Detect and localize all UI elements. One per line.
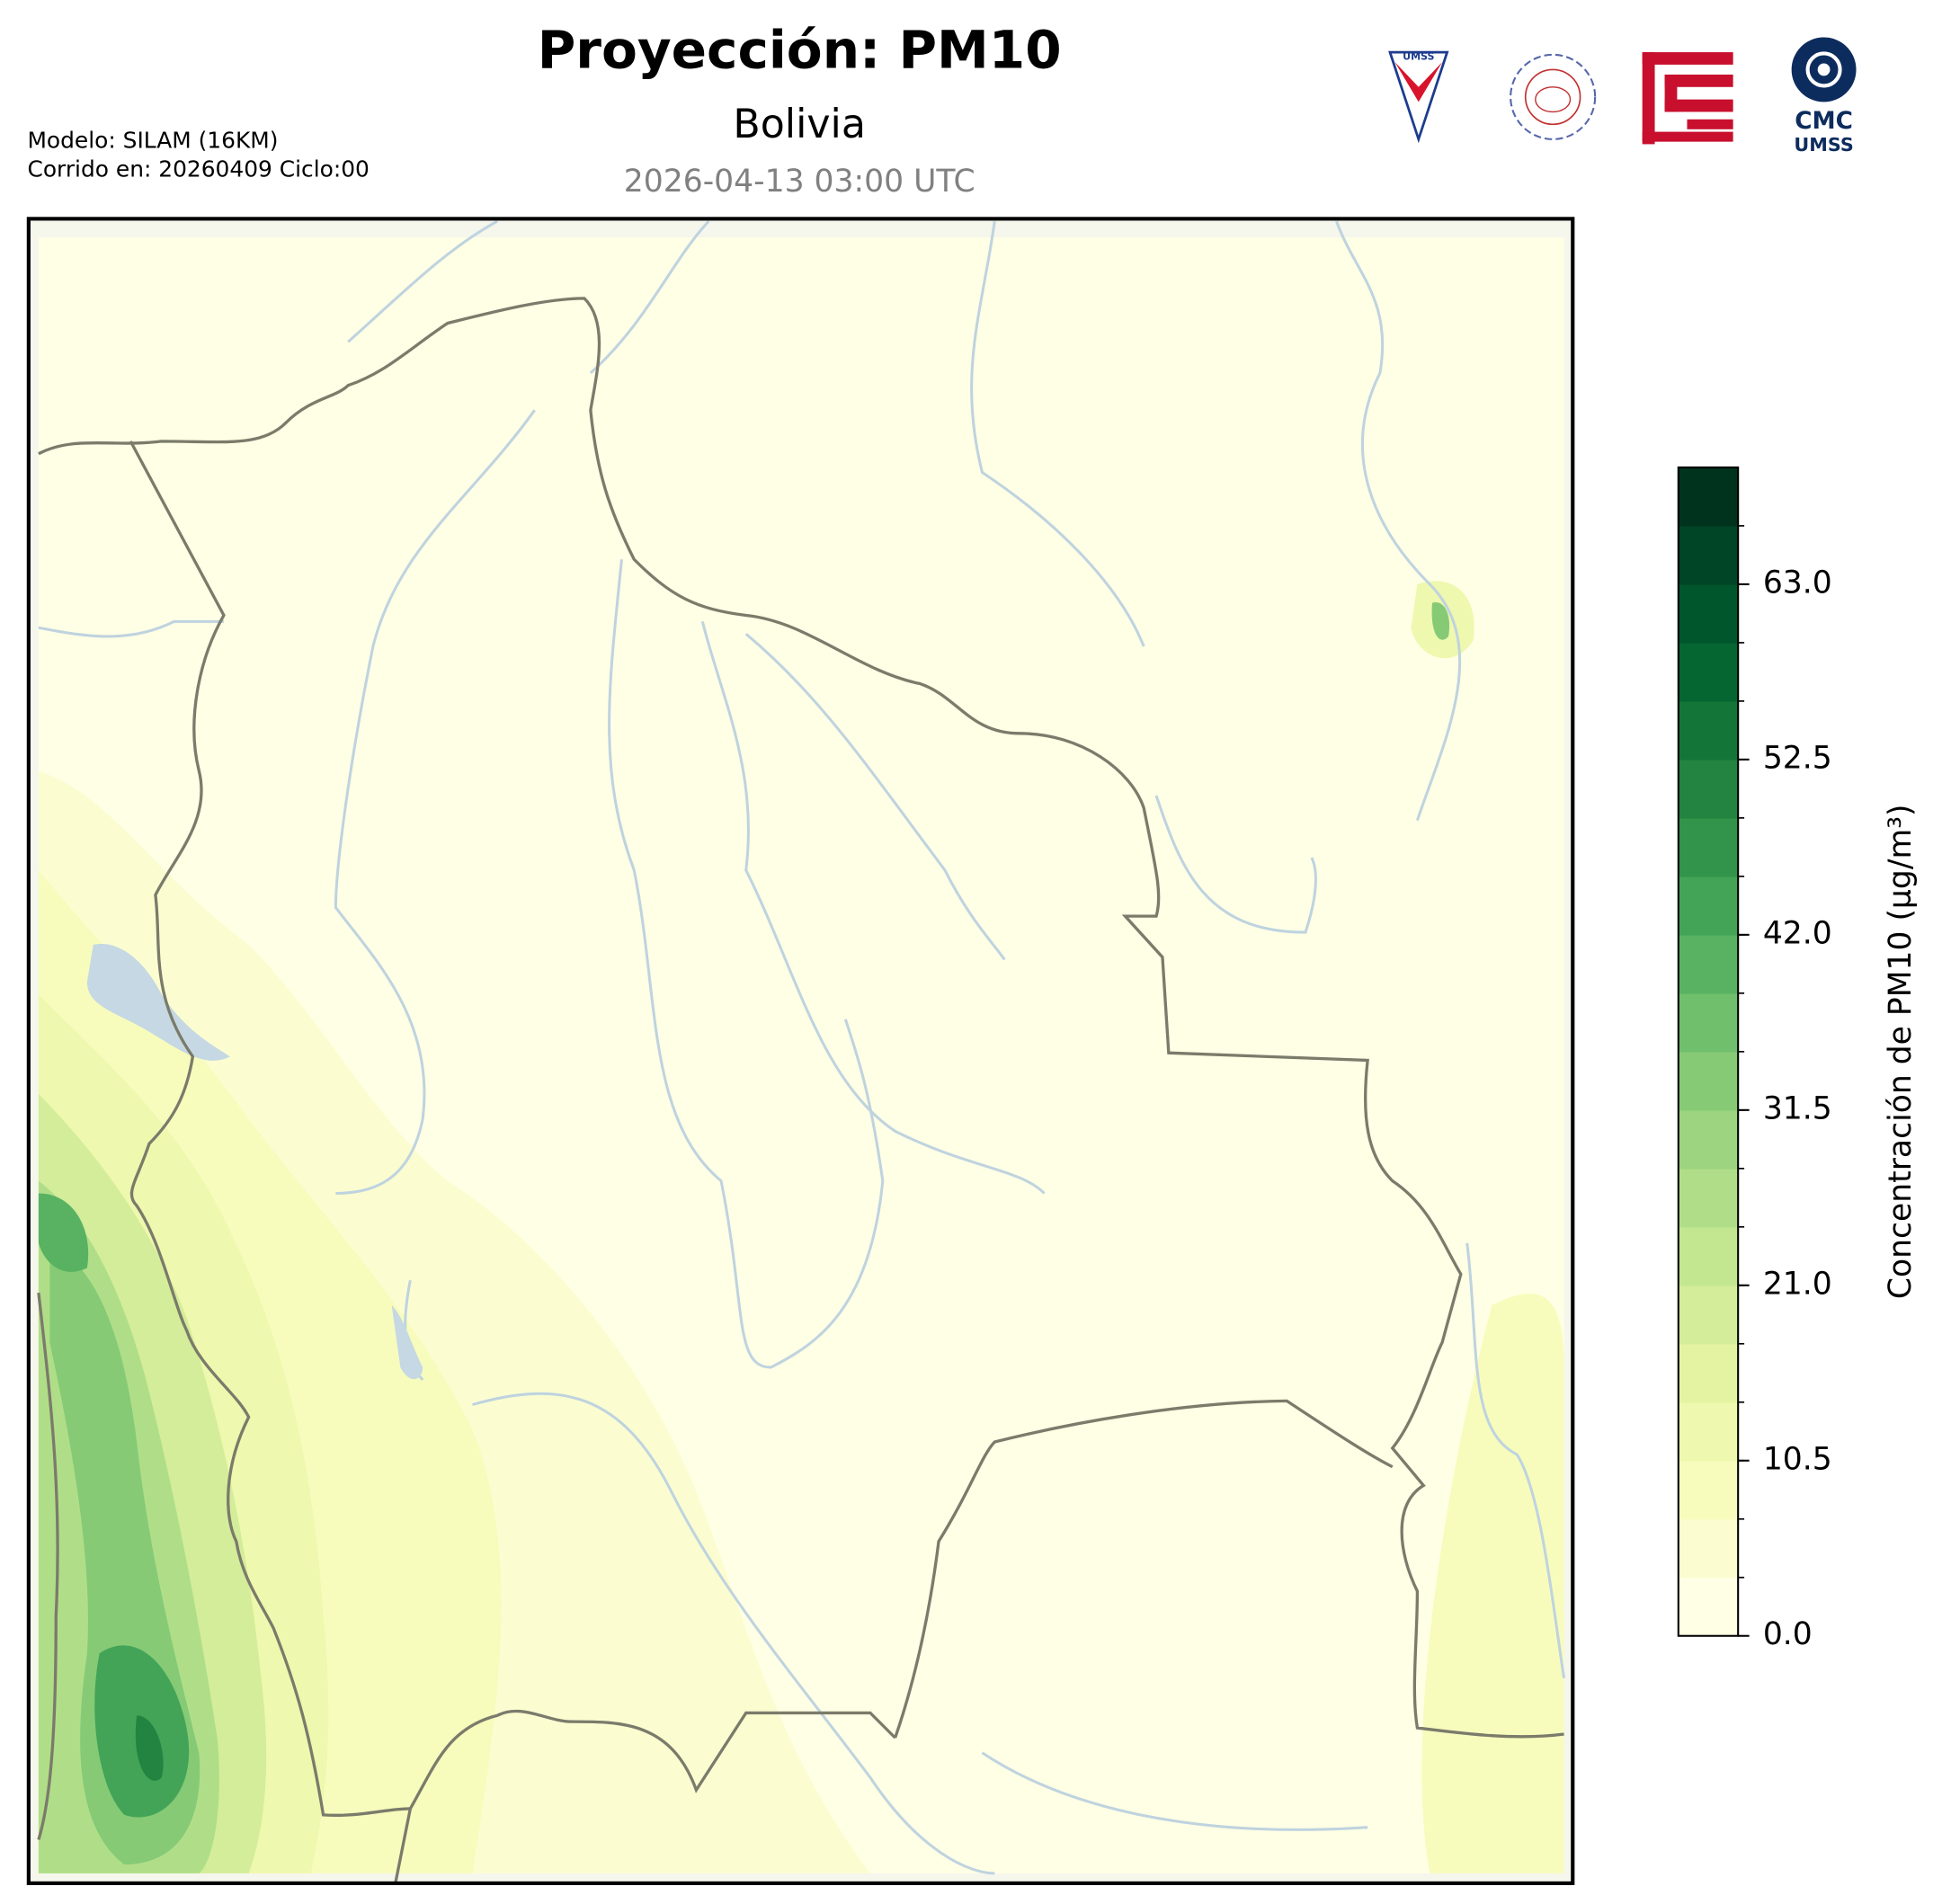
color-level (1678, 1518, 1739, 1579)
color-level (1678, 876, 1739, 936)
map (26, 217, 1575, 1885)
logo-text: CMC (1795, 108, 1853, 135)
color-level (1678, 1343, 1739, 1403)
color-level (1678, 700, 1739, 761)
colorbar-frame (1677, 466, 1740, 1637)
colorbar-label: Concentración de PM10 (µg/m³) (1883, 805, 1919, 1300)
tick-label: 52.5 (1763, 740, 1832, 776)
tick-label: 63.0 (1763, 565, 1832, 601)
run-text: Corrido en: 20260409 Ciclo:00 (27, 156, 369, 182)
logo-fisica (1510, 53, 1597, 140)
color-level (1678, 1577, 1739, 1637)
logo-fcyt (1642, 52, 1733, 145)
color-level (1678, 1168, 1739, 1228)
tick-label: 0.0 (1763, 1616, 1813, 1652)
color-level (1678, 525, 1739, 585)
tick-label: 42.0 (1763, 915, 1832, 951)
tick-label: 21.0 (1763, 1266, 1832, 1302)
color-level (1678, 467, 1739, 527)
color-level (1678, 642, 1739, 702)
tick-label: 10.5 (1763, 1441, 1832, 1477)
logo-text: UMSS (1403, 51, 1434, 63)
color-level (1678, 1460, 1739, 1520)
color-level (1678, 817, 1739, 877)
color-level (1678, 583, 1739, 644)
title: Proyección: PM10 (538, 20, 1062, 81)
color-level (1678, 1109, 1739, 1170)
tick-label: 31.5 (1763, 1090, 1832, 1126)
color-level (1678, 759, 1739, 819)
logo-text: UMSS (1794, 134, 1853, 156)
logo-umss: UMSS (1388, 51, 1449, 144)
color-level (1678, 1285, 1739, 1345)
color-level (1678, 1226, 1739, 1286)
valid-time: 2026-04-13 03:00 UTC (624, 164, 975, 200)
color-level (1678, 1401, 1739, 1462)
model-text: Modelo: SILAM (16KM) (27, 128, 278, 154)
color-level (1678, 1051, 1739, 1111)
logo-cmc: CMC UMSS (1791, 37, 1857, 156)
subtitle: Bolivia (733, 102, 866, 147)
colorbar: 0.0 10.5 21.0 31.5 42.0 52.5 63.0 (1677, 466, 1832, 1652)
color-level (1678, 992, 1739, 1053)
color-level (1678, 934, 1739, 994)
